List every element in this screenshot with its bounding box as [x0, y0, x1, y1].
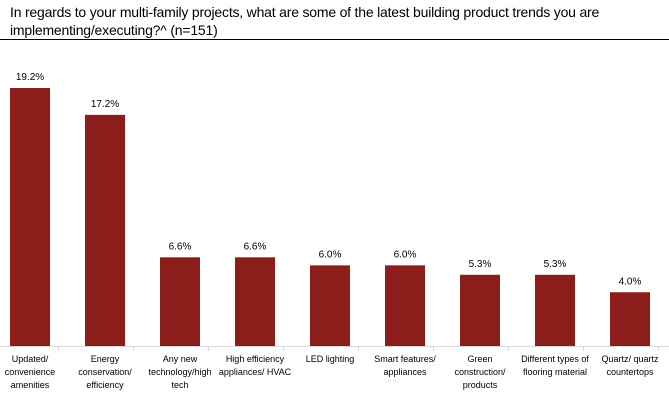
data-label: 17.2%: [91, 99, 119, 110]
bar: [10, 88, 50, 346]
category-label: Energy conservation/ efficiency: [78, 354, 132, 390]
category-label: Updated/ convenience amenities: [4, 354, 56, 390]
bar: [535, 274, 575, 346]
category-label: LED lighting: [305, 354, 355, 364]
data-label: 6.6%: [169, 241, 192, 252]
category-label: High efficiency appliances/ HVAC: [218, 354, 292, 377]
bar: [85, 114, 125, 346]
category-label: Quartz/ quartz countertops: [601, 354, 659, 377]
bar: [460, 274, 500, 346]
bar: [235, 257, 275, 346]
chart-title: In regards to your multi-family projects…: [10, 4, 600, 38]
title-divider: [0, 39, 669, 40]
category-label: Green construction/ products: [454, 354, 506, 390]
data-label: 19.2%: [16, 72, 44, 83]
data-label: 4.0%: [619, 276, 642, 287]
data-label: 5.3%: [544, 259, 567, 270]
bar: [385, 265, 425, 346]
category-label: Different types of flooring material: [521, 354, 589, 377]
bar: [610, 292, 650, 346]
bar: [310, 265, 350, 346]
category-label: Smart features/ appliances: [374, 354, 436, 377]
data-label: 6.6%: [244, 241, 267, 252]
category-label: Any new technology/high tech: [148, 354, 212, 390]
data-label: 6.0%: [394, 249, 417, 260]
data-label: 6.0%: [319, 249, 342, 260]
data-label: 5.3%: [469, 259, 492, 270]
bar: [160, 257, 200, 346]
